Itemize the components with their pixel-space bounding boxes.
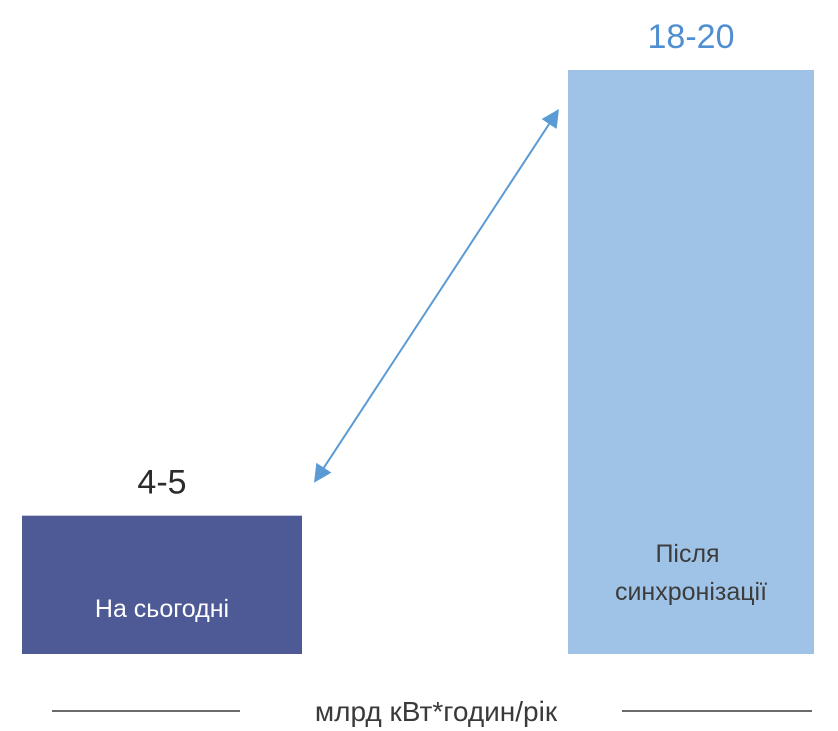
growth-arrow [314,108,559,483]
value-label-after-sync: 18-20 [648,18,735,56]
bar-label-after-sync: Після синхронізації [615,540,767,606]
bar-label-today-line: На сьогодні [95,595,229,623]
unit-caption: млрд кВт*годин/рік [52,696,812,727]
value-label-today: 4-5 [137,464,186,502]
bars-group [22,70,814,654]
bar-label-after-sync-line-2: синхронізації [615,578,767,606]
bar-label-after-sync-line-1: Після [655,540,719,568]
bar-today [22,515,302,654]
bar-after-sync [568,70,814,654]
unit-label: млрд кВт*годин/рік [315,696,558,727]
bar-label-today: На сьогодні [95,595,229,623]
